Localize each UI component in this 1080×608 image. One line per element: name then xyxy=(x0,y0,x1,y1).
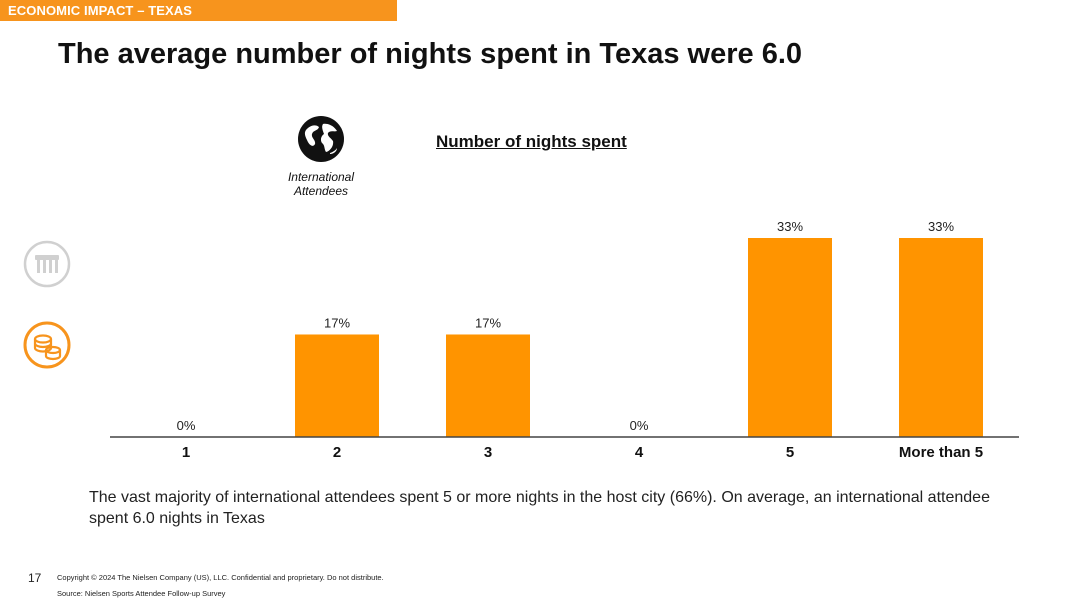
x-tick-label: 3 xyxy=(484,444,492,461)
summary-text: The vast majority of international atten… xyxy=(89,489,990,527)
data-label: 33% xyxy=(777,219,803,234)
chart-title: Number of nights spent xyxy=(436,132,627,151)
trophies-icon xyxy=(23,240,71,288)
data-label: 0% xyxy=(630,418,649,433)
bar-5 xyxy=(748,238,832,437)
page-title: The average number of nights spent in Te… xyxy=(58,38,803,70)
coins-icon xyxy=(23,321,71,369)
data-label: 0% xyxy=(177,418,196,433)
bar-more-than-5 xyxy=(899,238,983,437)
copyright-text: Copyright © 2024 The Nielsen Company (US… xyxy=(57,573,384,582)
bar-3 xyxy=(446,334,530,437)
x-tick-label: More than 5 xyxy=(899,444,983,461)
nights-bar-chart: 0% 1 17% 2 17% 3 0% 4 33% 5 33% More than 5 xyxy=(110,219,1019,461)
data-label: 33% xyxy=(928,219,954,234)
x-tick-label: 2 xyxy=(333,444,341,461)
globe-icon xyxy=(298,116,344,162)
page-number: 17 xyxy=(28,571,42,585)
x-tick-label: 1 xyxy=(182,444,190,461)
bar-2 xyxy=(295,334,379,437)
segment-label: International Attendees xyxy=(287,170,355,198)
section-banner: ECONOMIC IMPACT – TEXAS xyxy=(0,0,397,21)
data-label: 17% xyxy=(324,315,350,330)
source-text: Source: Nielsen Sports Attendee Follow-u… xyxy=(57,589,226,598)
x-tick-label: 5 xyxy=(786,444,794,461)
x-tick-label: 4 xyxy=(635,444,644,461)
data-label: 17% xyxy=(475,315,501,330)
